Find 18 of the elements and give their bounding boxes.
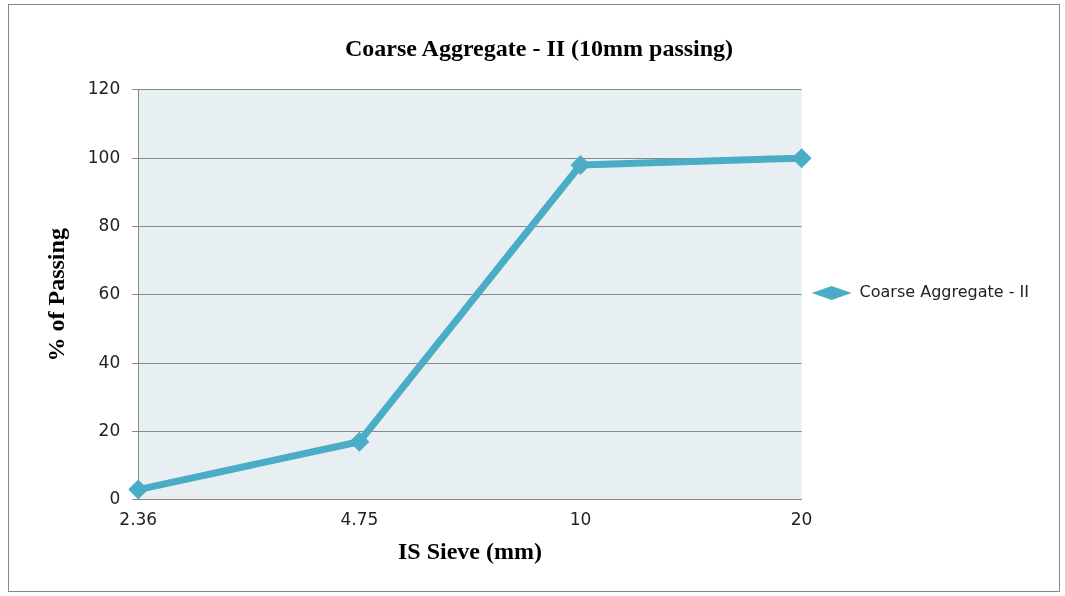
x-tick-label: 2.36 — [119, 509, 158, 530]
y-axis-title: % of Passing — [42, 228, 69, 362]
chart-title: Coarse Aggregate - II (10mm passing) — [344, 34, 734, 61]
y-tick-label: 80 — [98, 214, 121, 235]
x-axis-title: IS Sieve (mm) — [397, 537, 542, 564]
point — [349, 431, 370, 452]
point — [128, 479, 149, 500]
legend-label: Coarse Aggregate - II — [859, 282, 1030, 302]
x-tick-label: 4.75 — [340, 509, 379, 530]
y-tick-label: 100 — [87, 146, 121, 167]
point — [570, 154, 591, 175]
y-tick-label: 0 — [109, 488, 121, 509]
x-tick-label: 20 — [790, 509, 813, 530]
y-tick-label: 40 — [98, 351, 121, 372]
x-tick-label: 10 — [569, 509, 592, 530]
y-tick-label: 20 — [98, 419, 121, 440]
y-tick-label: 120 — [87, 78, 121, 99]
y-tick-label: 60 — [98, 283, 121, 304]
